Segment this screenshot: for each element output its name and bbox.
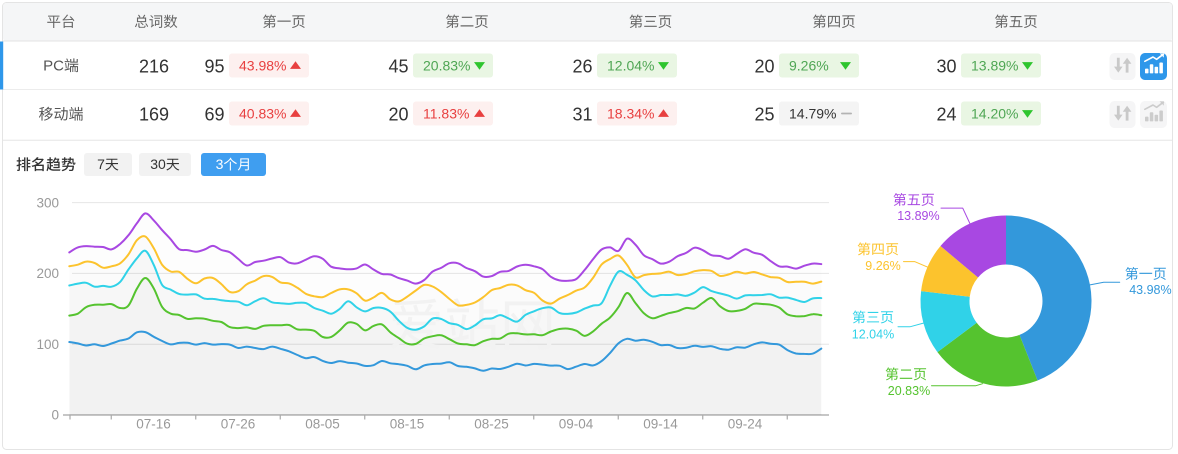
svg-text:20: 20 (754, 57, 774, 77)
svg-text:12.04%: 12.04% (607, 57, 654, 73)
svg-text:300: 300 (36, 195, 59, 210)
svg-text:08-15: 08-15 (390, 417, 425, 432)
svg-text:14.79%: 14.79% (789, 105, 836, 121)
svg-text:09-04: 09-04 (559, 417, 594, 432)
svg-text:07-26: 07-26 (221, 417, 256, 432)
svg-text:07-16: 07-16 (136, 417, 171, 432)
svg-text:09-14: 09-14 (643, 417, 678, 432)
svg-text:08-05: 08-05 (305, 417, 340, 432)
svg-text:216: 216 (139, 57, 169, 77)
svg-text:13.89%: 13.89% (897, 209, 939, 223)
svg-text:100: 100 (36, 337, 59, 352)
svg-text:20: 20 (388, 105, 408, 125)
svg-text:9.26%: 9.26% (865, 259, 900, 273)
svg-text:43.98%: 43.98% (239, 57, 286, 73)
svg-text:11.83%: 11.83% (423, 105, 469, 121)
svg-text:30: 30 (936, 57, 956, 77)
svg-text:18.34%: 18.34% (607, 105, 654, 121)
svg-text:20.83%: 20.83% (888, 384, 930, 398)
svg-text:30: 30 (150, 156, 166, 172)
svg-text:25: 25 (754, 105, 774, 125)
svg-text:7: 7 (97, 156, 105, 172)
svg-text:13.89%: 13.89% (971, 57, 1018, 73)
svg-text:43.98%: 43.98% (1129, 283, 1171, 297)
svg-text:95: 95 (204, 57, 224, 77)
svg-text:40.83%: 40.83% (239, 105, 286, 121)
svg-text:14.20%: 14.20% (971, 105, 1018, 121)
svg-text:200: 200 (36, 266, 59, 281)
svg-text:9.26%: 9.26% (789, 57, 829, 73)
svg-text:08-25: 08-25 (474, 417, 509, 432)
svg-text:169: 169 (139, 105, 169, 125)
svg-text:3: 3 (216, 156, 224, 172)
svg-text:24: 24 (936, 105, 956, 125)
svg-text:69: 69 (204, 105, 224, 125)
svg-text:09-24: 09-24 (728, 417, 763, 432)
svg-text:45: 45 (388, 57, 408, 77)
svg-text:20.83%: 20.83% (423, 57, 470, 73)
svg-text:12.04%: 12.04% (852, 327, 894, 341)
svg-text:0: 0 (51, 408, 59, 423)
svg-text:31: 31 (572, 105, 592, 125)
svg-text:PC: PC (43, 58, 64, 75)
svg-text:26: 26 (572, 57, 592, 77)
